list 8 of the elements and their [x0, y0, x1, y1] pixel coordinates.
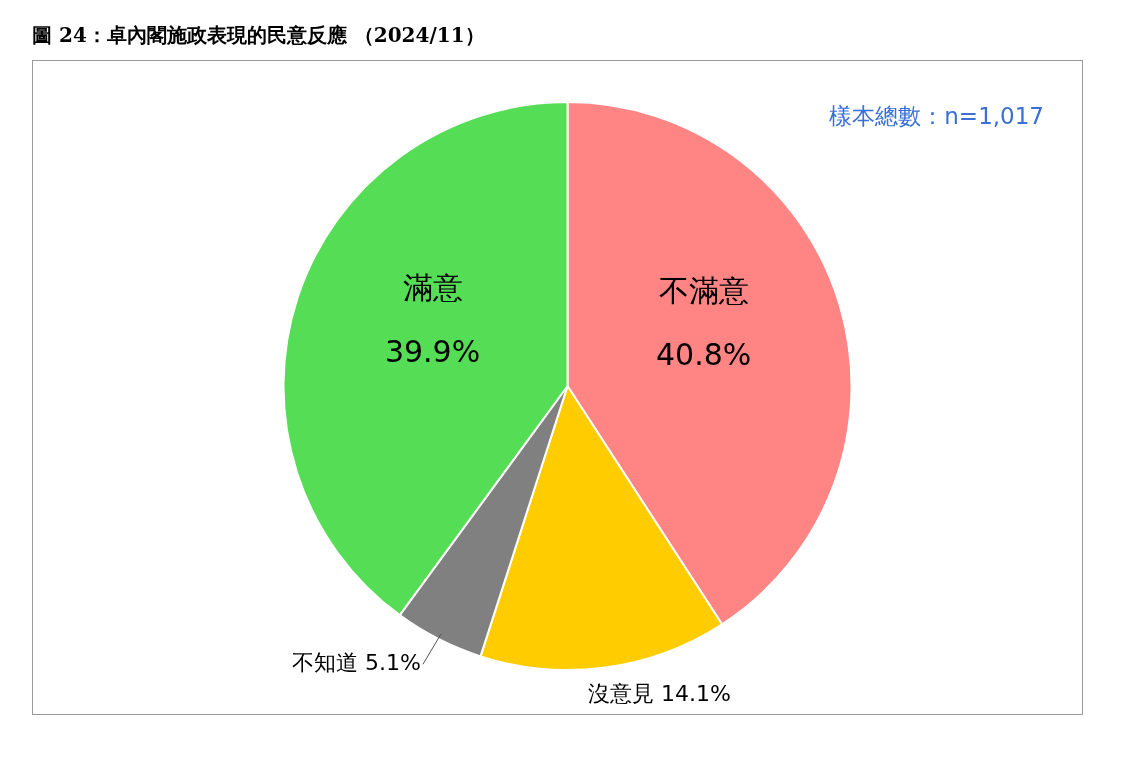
chart-title: 圖 24：卓內閣施政表現的民意反應 （2024/11）: [32, 22, 485, 49]
slice-label: 滿意: [402, 269, 463, 305]
slice-label: 不滿意: [658, 273, 749, 309]
slice-label: 不知道 5.1%: [292, 650, 421, 675]
slice-label: 沒意見 14.1%: [587, 681, 731, 707]
text: 樣本總數：n=1,017: [829, 102, 1044, 131]
data-label: 40.8%: [656, 337, 752, 373]
data-label: 39.9%: [384, 333, 481, 369]
